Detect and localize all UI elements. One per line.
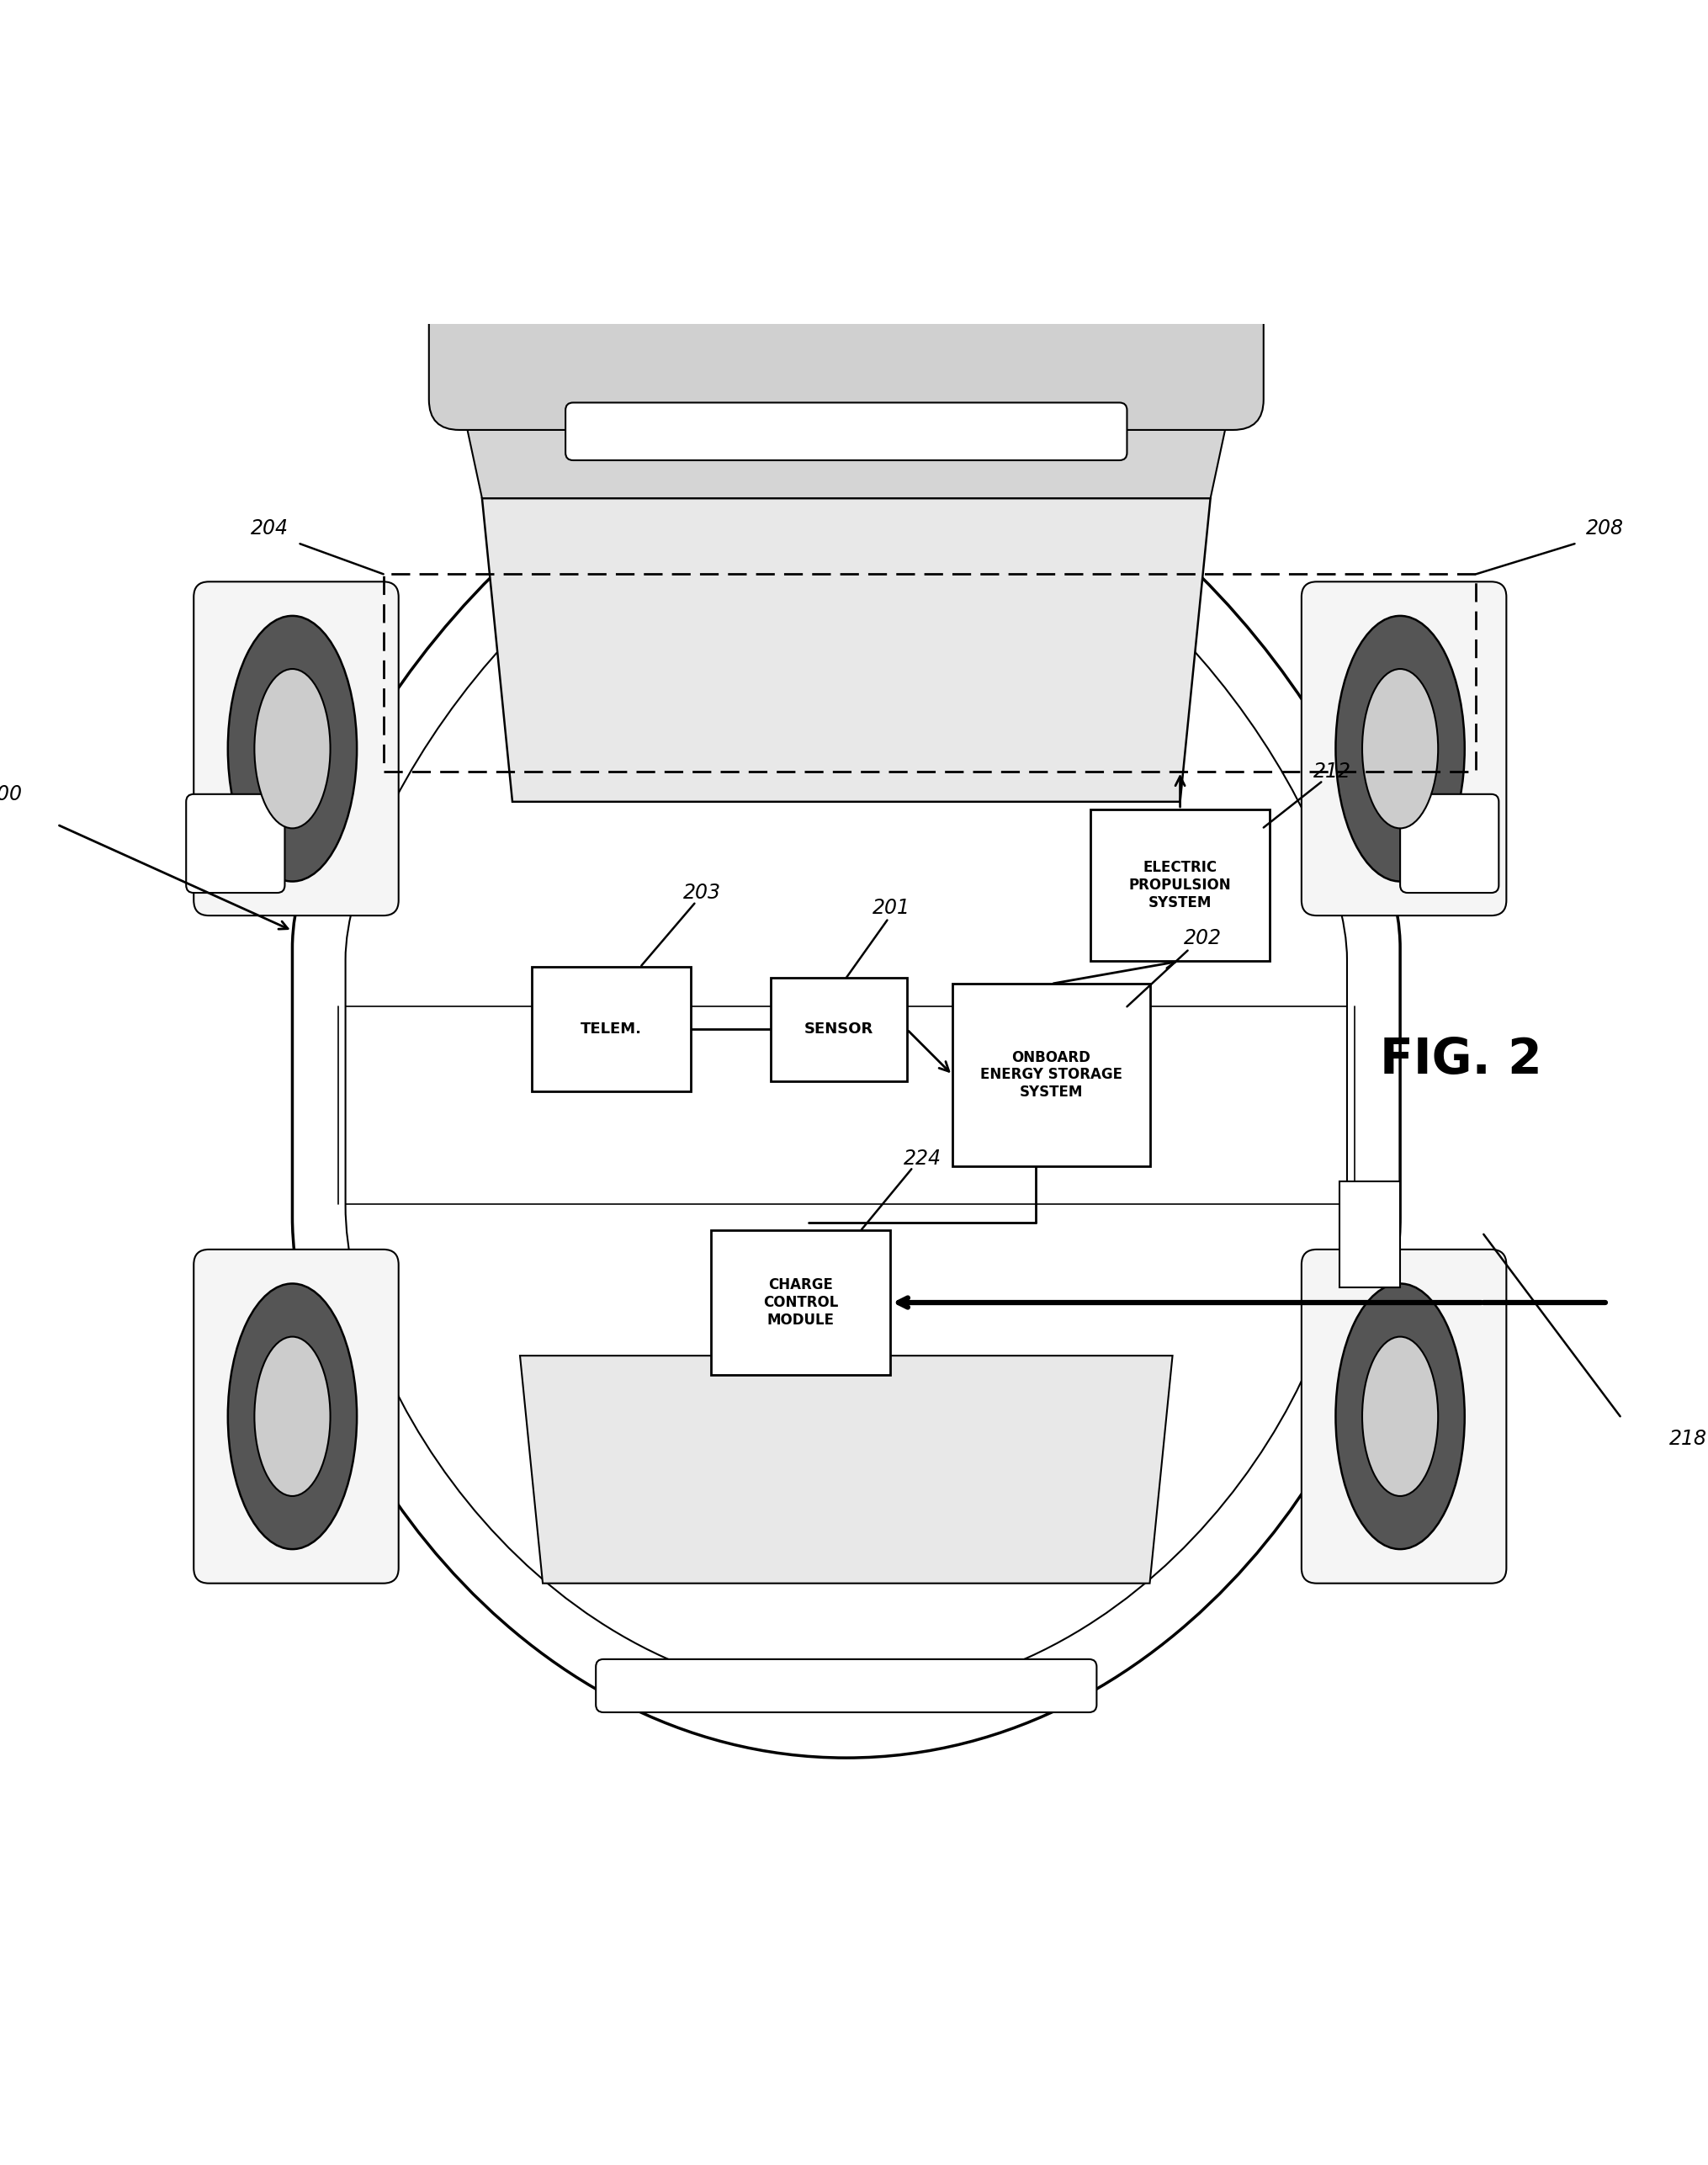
FancyBboxPatch shape — [565, 403, 1127, 461]
Ellipse shape — [227, 615, 357, 881]
FancyBboxPatch shape — [596, 1658, 1097, 1713]
FancyBboxPatch shape — [193, 582, 398, 916]
Ellipse shape — [1336, 615, 1465, 881]
Text: 212: 212 — [1313, 762, 1351, 782]
PathPatch shape — [292, 407, 1401, 1758]
Text: 204: 204 — [251, 517, 289, 539]
Bar — [953, 983, 1149, 1167]
FancyBboxPatch shape — [1301, 582, 1506, 916]
Ellipse shape — [227, 1284, 357, 1550]
Bar — [383, 574, 1476, 771]
Text: 202: 202 — [1184, 929, 1221, 948]
FancyBboxPatch shape — [429, 255, 1264, 431]
Text: 201: 201 — [873, 898, 910, 918]
Ellipse shape — [254, 669, 330, 829]
Ellipse shape — [1363, 669, 1438, 829]
PathPatch shape — [459, 392, 1233, 498]
FancyBboxPatch shape — [193, 1249, 398, 1583]
Bar — [770, 979, 907, 1080]
Text: SENSOR: SENSOR — [804, 1022, 873, 1037]
FancyBboxPatch shape — [186, 795, 285, 892]
Ellipse shape — [1363, 1336, 1438, 1496]
Bar — [711, 1230, 890, 1375]
Ellipse shape — [254, 1336, 330, 1496]
Bar — [1339, 1182, 1401, 1288]
Text: 218: 218 — [1669, 1429, 1708, 1448]
Text: TELEM.: TELEM. — [581, 1022, 642, 1037]
Bar — [531, 968, 690, 1091]
PathPatch shape — [519, 1355, 1172, 1583]
Bar — [1091, 810, 1269, 961]
FancyBboxPatch shape — [1401, 795, 1500, 892]
Text: 203: 203 — [683, 883, 721, 903]
Text: ONBOARD
ENERGY STORAGE
SYSTEM: ONBOARD ENERGY STORAGE SYSTEM — [980, 1050, 1122, 1100]
Text: CHARGE
CONTROL
MODULE: CHARGE CONTROL MODULE — [763, 1277, 839, 1327]
Text: 200: 200 — [0, 784, 22, 803]
PathPatch shape — [482, 498, 1211, 801]
Text: FIG. 2: FIG. 2 — [1380, 1035, 1542, 1085]
FancyBboxPatch shape — [1301, 1249, 1506, 1583]
Text: ELECTRIC
PROPULSION
SYSTEM: ELECTRIC PROPULSION SYSTEM — [1129, 860, 1231, 909]
Text: 224: 224 — [904, 1147, 941, 1169]
Text: 208: 208 — [1587, 517, 1624, 539]
Ellipse shape — [1336, 1284, 1465, 1550]
